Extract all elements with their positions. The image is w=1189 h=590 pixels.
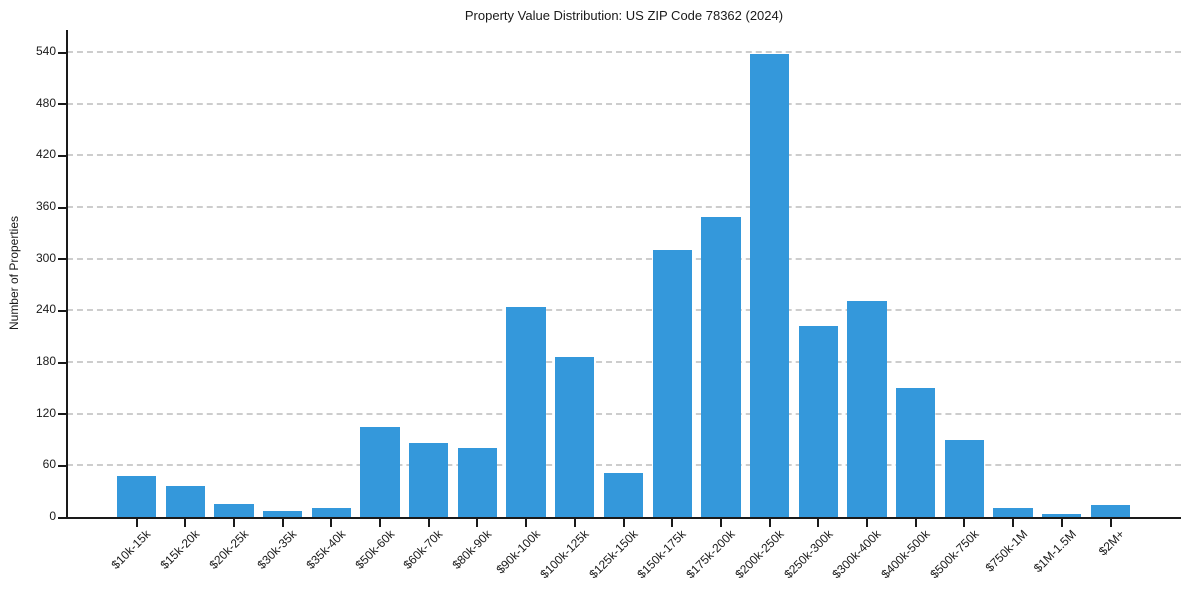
gridline-y-240	[67, 309, 1181, 312]
y-tick-mark	[58, 51, 66, 54]
x-tick-mark	[281, 519, 284, 527]
x-tick-mark	[1109, 519, 1112, 527]
x-tick-label: $750k-1M	[982, 527, 1031, 575]
bar	[1042, 513, 1082, 517]
x-tick-mark	[573, 519, 576, 527]
y-tick-mark	[58, 309, 66, 312]
x-tick-label: $90k-100k	[493, 527, 544, 577]
bar	[896, 387, 936, 517]
x-tick-label: $15k-20k	[157, 527, 203, 572]
x-tick-mark	[622, 519, 625, 527]
bar	[311, 507, 351, 517]
y-tick-label: 540	[35, 44, 56, 58]
y-tick-label: 300	[35, 250, 56, 265]
x-tick-label: $400k-500k	[878, 527, 933, 582]
bar	[506, 306, 546, 517]
x-tick-label: $20k-25k	[205, 527, 251, 572]
gridline-y-120	[67, 412, 1181, 415]
x-tick-label: $30k-35k	[254, 527, 300, 572]
x-tick-mark	[525, 519, 528, 527]
x-tick-mark	[719, 519, 722, 527]
y-axis-line	[66, 30, 68, 519]
x-tick-mark	[379, 519, 381, 527]
gridline-y-540	[67, 51, 1181, 53]
x-tick-mark	[330, 519, 333, 527]
x-tick-mark	[671, 519, 674, 527]
y-tick-label: 0	[49, 509, 56, 523]
bar	[749, 53, 790, 517]
x-tick-label: $100k-125k	[537, 527, 592, 582]
y-tick-label: 420	[35, 147, 56, 162]
y-tick-mark	[58, 413, 66, 416]
bar	[652, 250, 692, 517]
y-tick-mark	[58, 464, 66, 467]
x-tick-label: $175k-200k	[683, 527, 738, 582]
x-tick-label: $35k-40k	[303, 527, 349, 572]
y-tick-label: 480	[35, 95, 56, 110]
x-tick-mark	[866, 519, 868, 527]
x-tick-mark	[1060, 519, 1063, 527]
x-tick-label: $250k-300k	[780, 527, 836, 582]
x-tick-label: $80k-90k	[449, 527, 495, 572]
x-tick-mark	[817, 519, 820, 527]
bar	[798, 325, 838, 517]
bar	[1090, 504, 1131, 517]
x-tick-label: $500k-750k	[927, 527, 982, 582]
x-tick-label: $1M-1.5M	[1030, 527, 1079, 576]
gridline-y-360	[67, 206, 1181, 208]
y-tick-label: 360	[35, 199, 56, 213]
x-tick-label: $2M+	[1096, 527, 1128, 559]
x-tick-mark	[1012, 519, 1015, 527]
gridline-y-420	[67, 154, 1181, 157]
x-tick-mark	[914, 519, 917, 527]
bar	[701, 217, 741, 517]
bar	[603, 473, 644, 517]
x-tick-label: $10k-15k	[108, 527, 154, 572]
bar	[847, 300, 887, 517]
y-tick-label: 120	[35, 405, 56, 420]
x-tick-mark	[135, 519, 138, 527]
y-tick-mark	[58, 516, 66, 519]
bar	[409, 442, 449, 517]
x-tick-label: $200k-250k	[732, 527, 787, 582]
x-tick-label: $50k-60k	[352, 527, 397, 572]
x-tick-label: $125k-150k	[586, 527, 641, 582]
gridline-y-60	[67, 464, 1181, 467]
x-axis-line	[67, 517, 1181, 519]
bar	[555, 356, 595, 517]
x-tick-mark	[963, 519, 966, 527]
gridline-y-180	[67, 361, 1181, 363]
y-tick-label: 240	[35, 302, 56, 317]
y-tick-mark	[58, 361, 66, 364]
x-tick-mark	[768, 519, 771, 527]
gridline-y-300	[67, 257, 1181, 260]
y-tick-label: 180	[35, 354, 56, 368]
bar	[993, 507, 1033, 517]
x-tick-mark	[232, 519, 235, 527]
y-tick-label: 60	[42, 457, 56, 472]
gridline-y-480	[67, 102, 1181, 105]
bar	[944, 439, 985, 517]
x-tick-label: $60k-70k	[400, 527, 446, 572]
y-tick-mark	[58, 103, 66, 106]
x-tick-mark	[184, 519, 187, 527]
bar	[116, 475, 157, 517]
x-tick-label: $300k-400k	[829, 527, 884, 582]
x-tick-mark	[476, 519, 479, 527]
x-tick-mark	[427, 519, 430, 527]
bar	[262, 510, 303, 517]
chart-title: Property Value Distribution: US ZIP Code…	[464, 8, 784, 23]
x-tick-label: $150k-175k	[634, 527, 690, 582]
bar	[165, 486, 205, 517]
bar	[214, 504, 254, 517]
bar	[360, 427, 400, 517]
bar	[457, 448, 498, 517]
y-tick-mark	[58, 206, 66, 209]
y-tick-mark	[58, 154, 66, 157]
y-tick-mark	[58, 258, 66, 261]
